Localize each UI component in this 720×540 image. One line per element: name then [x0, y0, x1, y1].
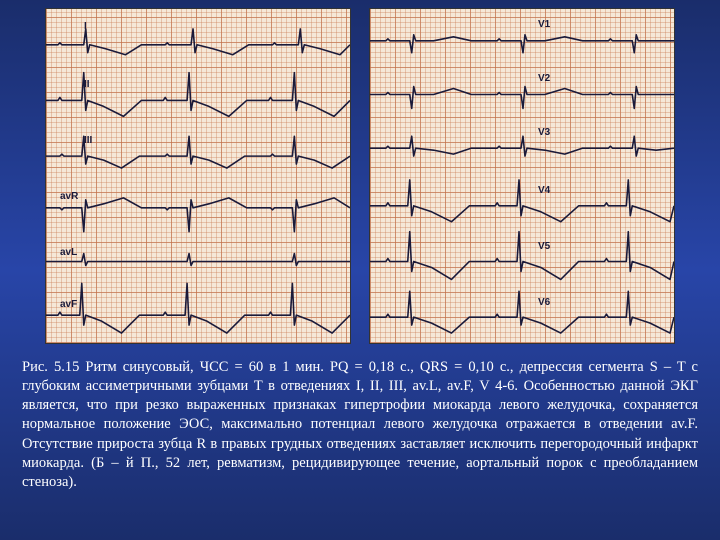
- ecg-trace: [370, 87, 674, 109]
- ecg-panels-container: IIIIIIavRavLavF V1V2V3V4V5V6: [0, 0, 720, 348]
- ecg-trace: [370, 136, 674, 156]
- ecg-trace: [46, 283, 350, 333]
- ecg-trace: [46, 136, 350, 168]
- ecg-trace: [46, 73, 350, 117]
- ecg-trace: [46, 29, 350, 55]
- ecg-trace: [370, 291, 674, 333]
- ecg-trace: [370, 35, 674, 53]
- ecg-left-panel: IIIIIIavRavLavF: [45, 8, 351, 344]
- ecg-trace: [370, 180, 674, 222]
- ecg-right-panel: V1V2V3V4V5V6: [369, 8, 675, 344]
- figure-caption: Рис. 5.15 Ритм синусовый, ЧСС = 60 в 1 м…: [0, 348, 720, 500]
- ecg-trace: [46, 254, 350, 266]
- ecg-trace: [370, 232, 674, 280]
- ecg-trace: [46, 198, 350, 232]
